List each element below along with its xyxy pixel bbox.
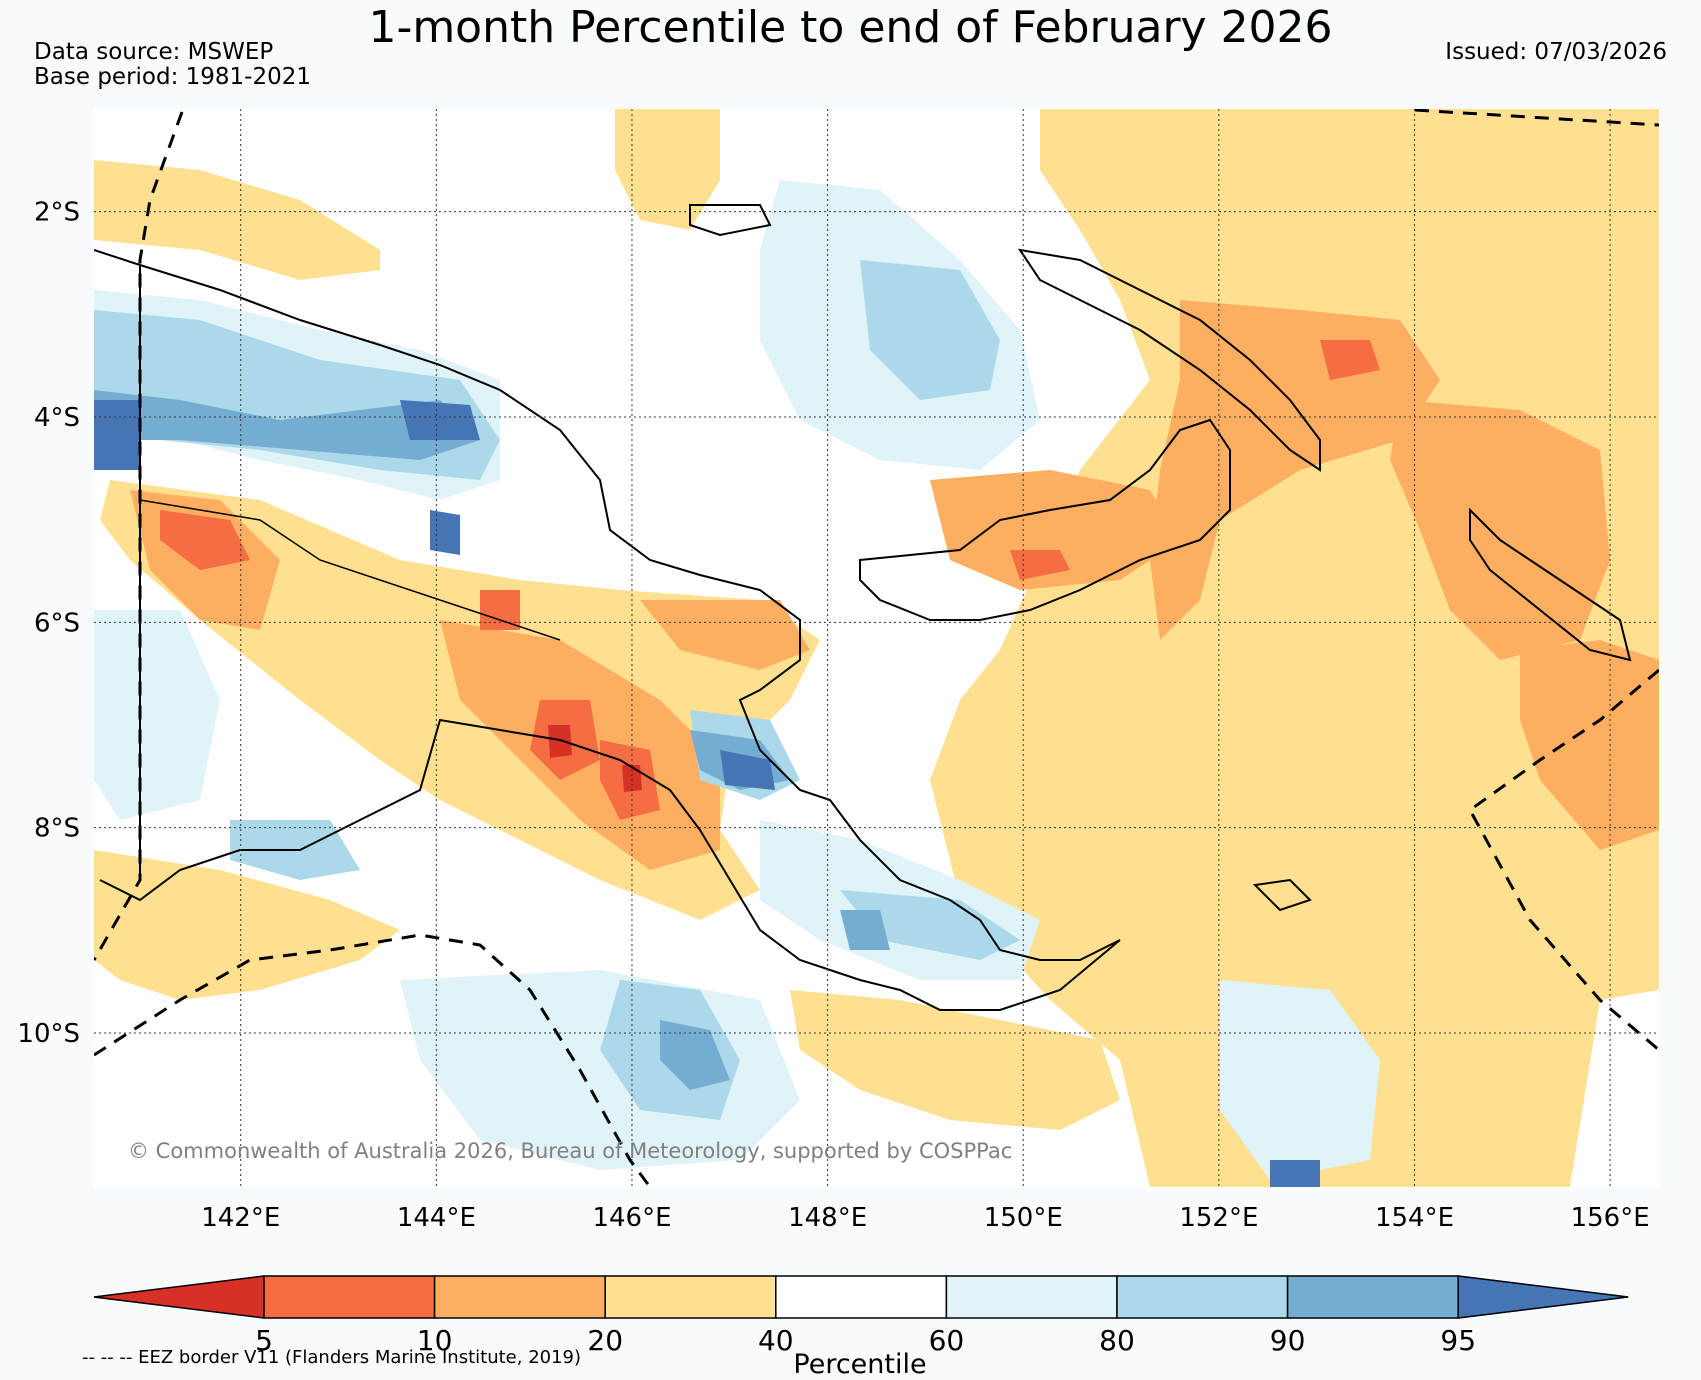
graticule	[94, 109, 1659, 1187]
field-10-20-newbritain	[930, 470, 1180, 590]
lon-tick-label: 146°E	[592, 1203, 671, 1233]
field-gt95-sepik	[400, 400, 480, 440]
colorbar-tick-label: 95	[1440, 1324, 1476, 1357]
field-60-80-west	[94, 610, 220, 820]
field-10-20-east-c	[1520, 640, 1659, 850]
colorbar-tick-label: 5	[255, 1324, 273, 1357]
data-source-text: Data source: MSWEP	[34, 39, 274, 65]
lon-tick-label: 150°E	[984, 1203, 1063, 1233]
lat-tick-label: 4°S	[34, 403, 80, 433]
field-5-10-e	[1010, 550, 1070, 580]
percentile-field	[94, 109, 1659, 1187]
colorbar-segment	[604, 1275, 777, 1319]
lon-tick-label: 152°E	[1179, 1203, 1258, 1233]
new-britain-coast	[859, 418, 1231, 621]
field-80-90-bismarck	[860, 260, 1000, 400]
colorbar-segment	[263, 1275, 436, 1319]
field-10-20-east-b	[1390, 400, 1610, 660]
colorbar-extend-high	[1457, 1275, 1629, 1319]
copyright-text: © Commonwealth of Australia 2026, Bureau…	[128, 1139, 1012, 1163]
base-period-text: Base period: 1981-2021	[34, 64, 312, 90]
lon-tick-label: 148°E	[788, 1203, 867, 1233]
field-20-40-sw	[94, 850, 400, 1000]
lat-tick-label: 6°S	[34, 608, 80, 638]
lat-tick-label: 10°S	[17, 1019, 80, 1049]
field-gt95-se	[1270, 1160, 1320, 1187]
manus-coast	[689, 204, 772, 237]
map-title: 1-month Percentile to end of February 20…	[368, 2, 1333, 53]
field-90-95-nw	[94, 390, 480, 460]
lon-tick-label: 154°E	[1375, 1203, 1454, 1233]
colorbar-tick-label: 40	[758, 1324, 794, 1357]
colorbar-segment	[1116, 1275, 1289, 1319]
field-90-95-tip	[840, 910, 890, 950]
eez-note: -- -- -- EEZ border V11 (Flanders Marine…	[82, 1347, 582, 1368]
map-panel: © Commonwealth of Australia 2026, Bureau…	[94, 109, 1659, 1187]
field-10-20-east-a	[1150, 300, 1440, 640]
lat-tick-label: 2°S	[34, 198, 80, 228]
colorbar-tick-label: 80	[1099, 1324, 1135, 1357]
provincial-border	[139, 499, 561, 641]
png-mainland-coast	[94, 249, 1121, 1011]
eez-border-south	[94, 933, 652, 1187]
colorbar-tick-label: 60	[929, 1324, 965, 1357]
source-info: Data source: MSWEP Base period: 1981-202…	[34, 40, 311, 90]
field-60-80-se	[1220, 980, 1380, 1180]
colorbar-tick-label: 90	[1270, 1324, 1306, 1357]
field-5-10-c	[160, 510, 250, 570]
new-ireland-coast	[1017, 248, 1321, 472]
field-80-90-papua-tip	[840, 890, 1020, 960]
lon-tick-label: 144°E	[397, 1203, 476, 1233]
colorbar-segment	[775, 1275, 948, 1319]
field-gt95-centre	[720, 750, 775, 790]
field-10-20-markham	[640, 600, 810, 670]
colorbar-tick-label: 10	[417, 1324, 453, 1357]
eez-border-west	[94, 111, 184, 961]
eez-borders	[94, 109, 1659, 1187]
field-lt5-a	[548, 725, 572, 758]
field-20-40-north	[615, 109, 720, 230]
field-20-40-east	[930, 109, 1659, 1187]
lat-tick-label: 8°S	[34, 814, 80, 844]
latitude-labels: 2°S 4°S 6°S 8°S 10°S	[17, 198, 80, 1049]
field-5-10-f	[1320, 340, 1380, 380]
colorbar-segment	[433, 1275, 606, 1319]
colorbar-label: Percentile	[793, 1349, 927, 1380]
field-gt95-fly	[430, 510, 460, 555]
field-5-10-d	[480, 590, 520, 630]
colorbar-extend-low	[93, 1275, 265, 1319]
field-lt5-b	[622, 765, 642, 792]
field-90-95-coral	[660, 1020, 730, 1090]
colorbar-tick-label: 20	[587, 1324, 623, 1357]
colorbar-segment	[945, 1275, 1118, 1319]
field-gt95-west	[94, 400, 140, 470]
colorbar-segment	[1286, 1275, 1459, 1319]
field-20-40-south	[790, 990, 1120, 1130]
eez-border-ne	[1414, 109, 1659, 127]
eez-border-se	[1468, 668, 1659, 1052]
lon-tick-label: 156°E	[1571, 1203, 1650, 1233]
longitude-labels: 142°E 144°E 146°E 148°E 150°E 152°E 154°E 156°E	[201, 1203, 1649, 1233]
issued-date: Issued: 07/03/2026	[1445, 39, 1667, 65]
colorbar: 5 10 20 40 60 80 90 95	[93, 1275, 1629, 1357]
woodlark-coast	[1252, 878, 1312, 912]
field-20-40-nw	[94, 160, 380, 280]
lon-tick-label: 142°E	[201, 1203, 280, 1233]
